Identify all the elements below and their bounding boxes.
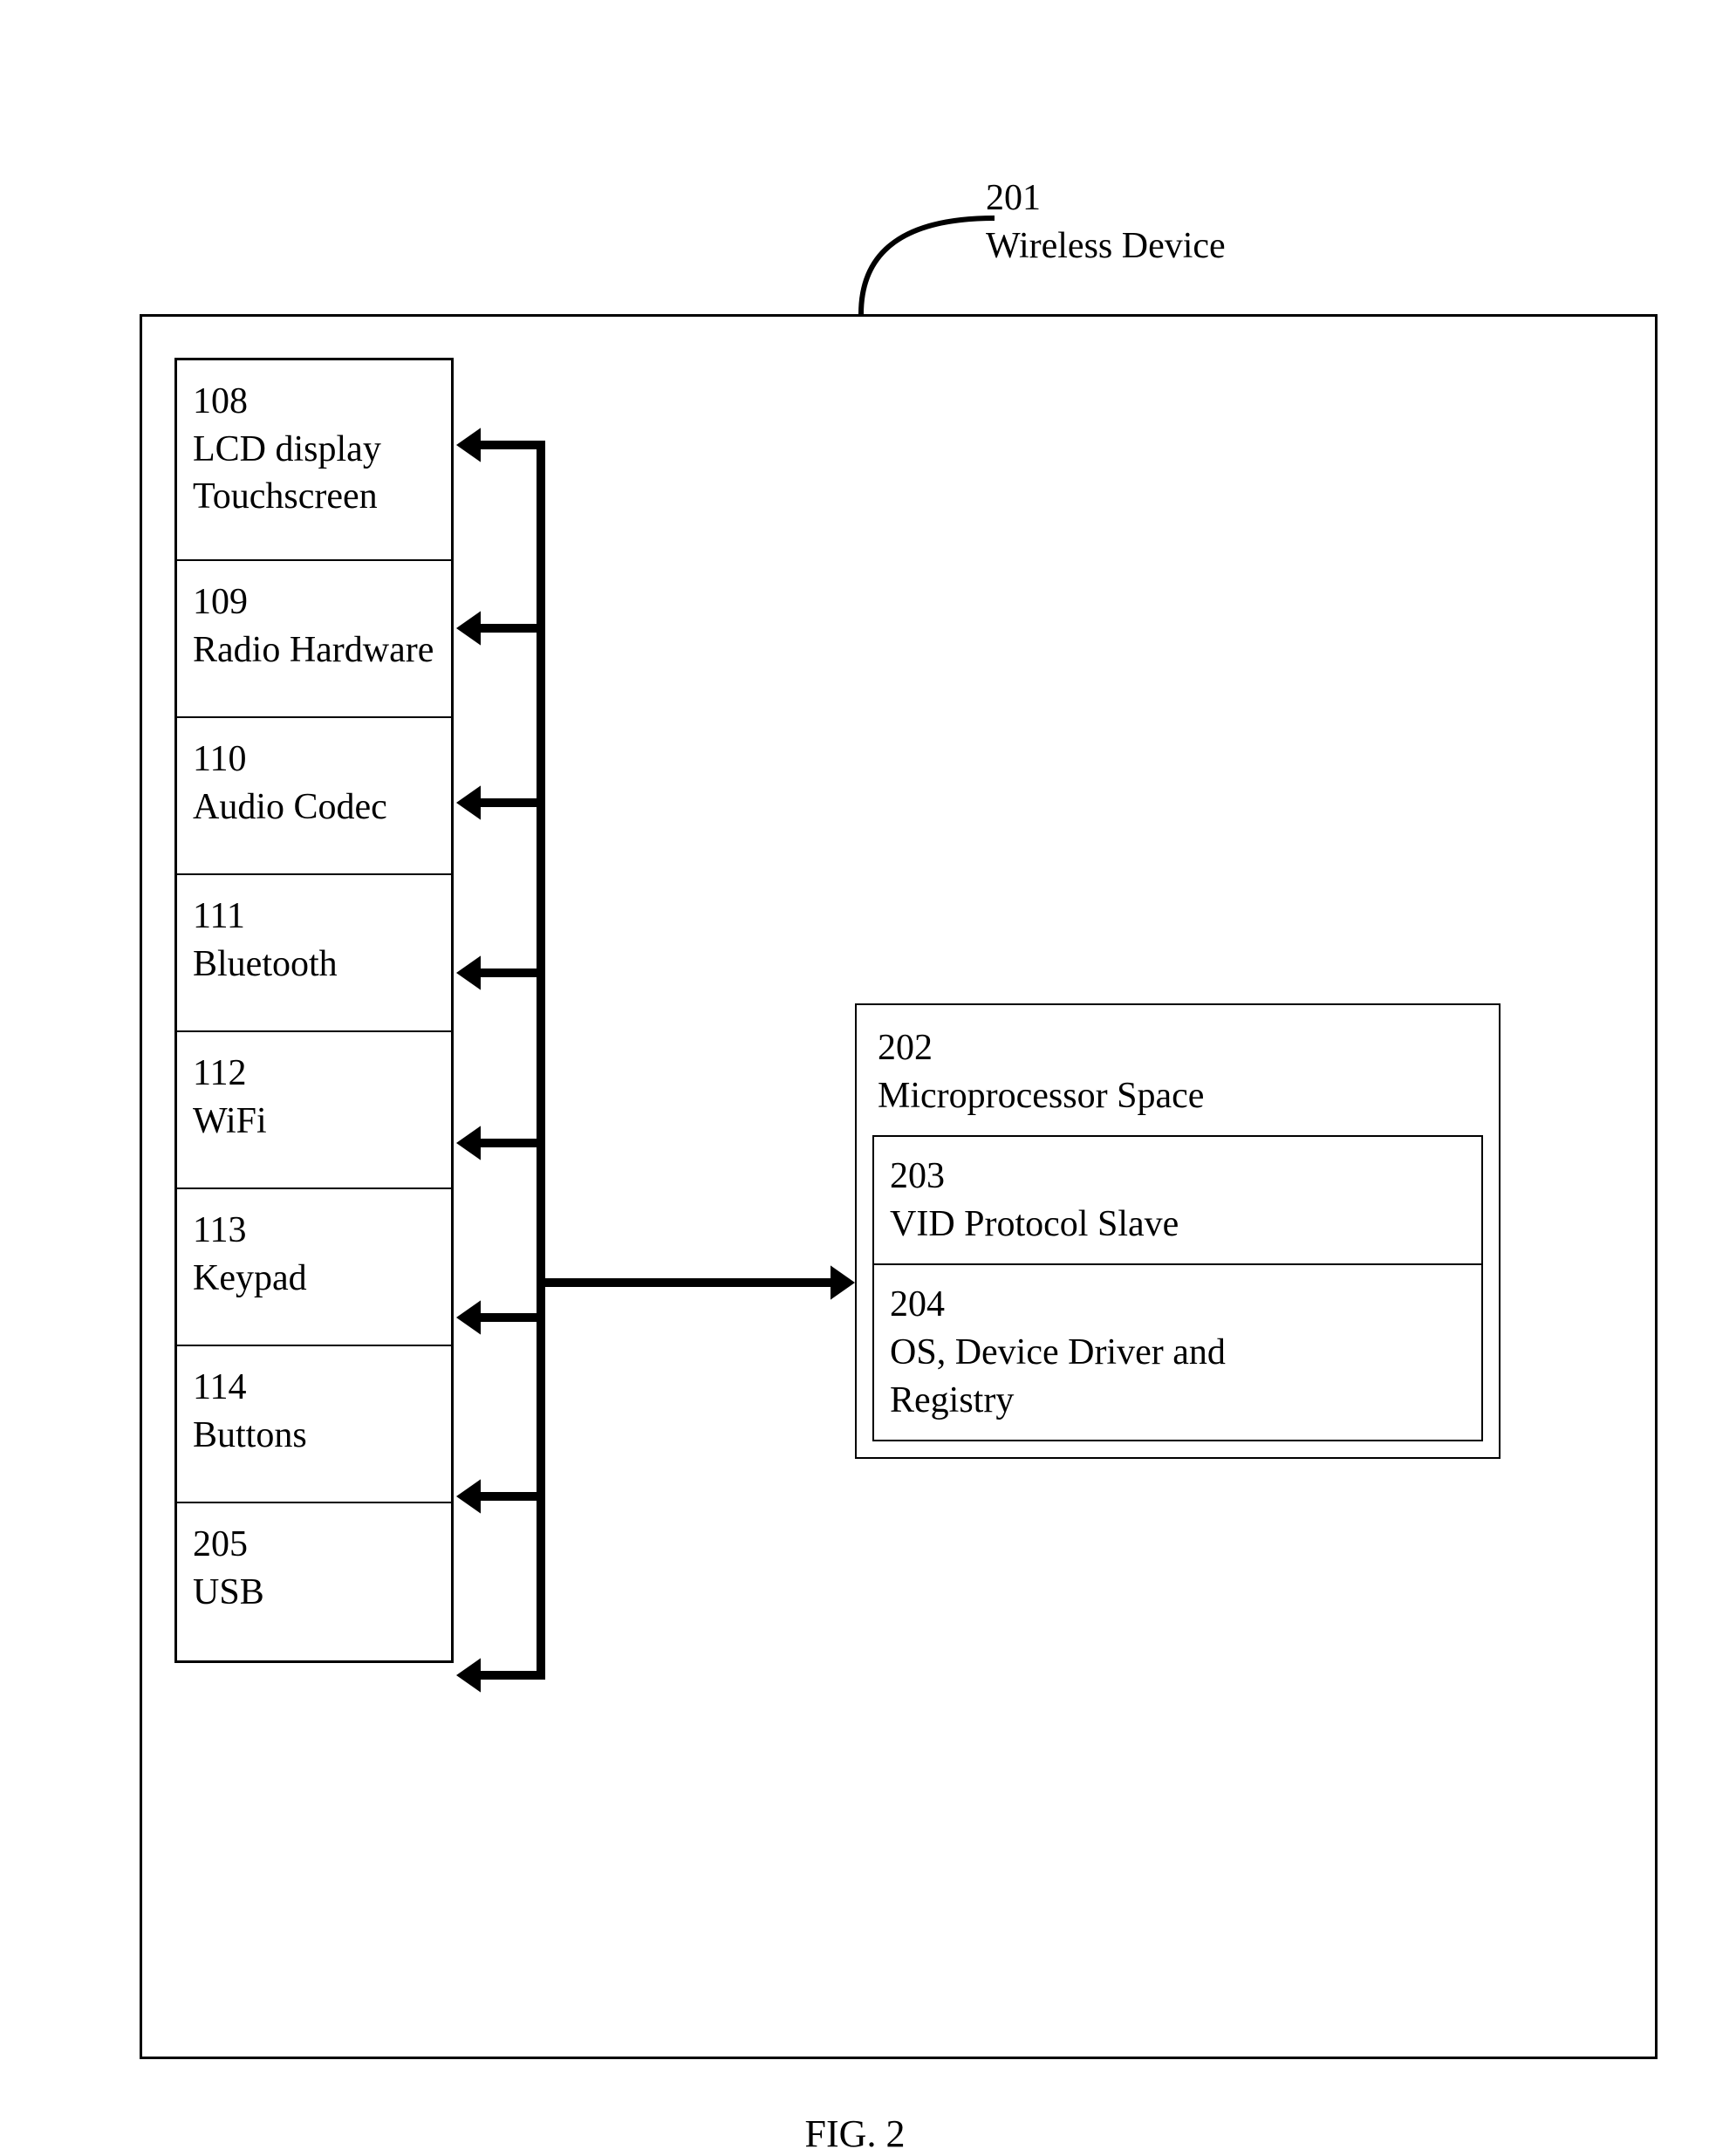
component-ref: 109 [193, 578, 435, 626]
inner-item-ref: 203 [890, 1153, 1466, 1201]
component-box: 109Radio Hardware [177, 561, 451, 718]
right-box-ref: 202 [878, 1024, 1478, 1072]
component-label-line: Buttons [193, 1412, 435, 1460]
component-label-line: LCD display [193, 426, 435, 474]
component-label-line: WiFi [193, 1098, 435, 1146]
component-label-line: Radio Hardware [193, 626, 435, 674]
right-box-label: Microprocessor Space [878, 1072, 1478, 1120]
diagram-header-label: 201 Wireless Device [986, 175, 1226, 270]
component-ref: 205 [193, 1521, 435, 1569]
figure-caption: FIG. 2 [805, 2112, 906, 2156]
component-box: 110Audio Codec [177, 718, 451, 875]
component-box: 112WiFi [177, 1032, 451, 1189]
component-ref: 113 [193, 1207, 435, 1255]
microprocessor-inner-item: 204OS, Device Driver andRegistry [874, 1265, 1481, 1440]
left-component-stack: 108LCD displayTouchscreen109Radio Hardwa… [174, 358, 454, 1663]
component-label-line: Bluetooth [193, 941, 435, 989]
header-ref: 201 [986, 175, 1226, 222]
header-text: Wireless Device [986, 222, 1226, 270]
component-box: 111Bluetooth [177, 875, 451, 1032]
component-box: 205USB [177, 1503, 451, 1660]
component-ref: 108 [193, 378, 435, 426]
component-label-line: Audio Codec [193, 784, 435, 832]
component-ref: 112 [193, 1050, 435, 1098]
component-ref: 110 [193, 736, 435, 784]
component-box: 108LCD displayTouchscreen [177, 360, 451, 561]
diagram-container: 201 Wireless Device 108LCD displayTouchs… [70, 140, 1640, 1972]
component-box: 114Buttons [177, 1346, 451, 1503]
component-label-line: Touchscreen [193, 473, 435, 521]
component-ref: 111 [193, 893, 435, 941]
microprocessor-space-header: 202 Microprocessor Space [872, 1021, 1483, 1123]
component-label-line: USB [193, 1569, 435, 1617]
header-pointer-arc [851, 192, 995, 314]
component-box: 113Keypad [177, 1189, 451, 1346]
inner-item-ref: 204 [890, 1281, 1466, 1329]
inner-item-label-line: Registry [890, 1377, 1466, 1425]
microprocessor-inner-item: 203VID Protocol Slave [874, 1137, 1481, 1265]
inner-item-label-line: VID Protocol Slave [890, 1201, 1466, 1249]
microprocessor-space-box: 202 Microprocessor Space 203VID Protocol… [855, 1003, 1501, 1459]
component-label-line: Keypad [193, 1255, 435, 1303]
microprocessor-inner-stack: 203VID Protocol Slave204OS, Device Drive… [872, 1135, 1483, 1441]
inner-item-label-line: OS, Device Driver and [890, 1329, 1466, 1377]
component-ref: 114 [193, 1364, 435, 1412]
